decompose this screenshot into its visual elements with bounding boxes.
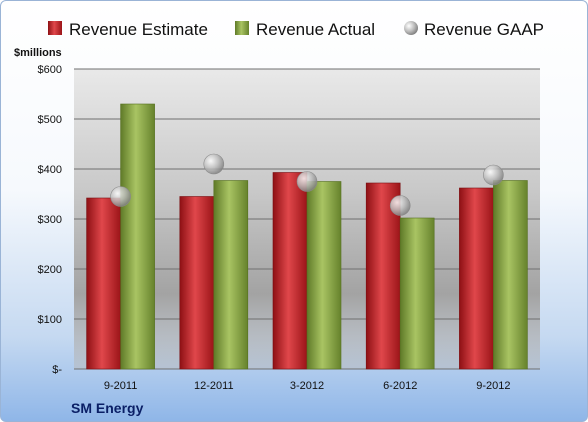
legend-label-estimate: Revenue Estimate [69,20,208,39]
bar-revenue-estimate [272,172,308,370]
bar-revenue-actual [306,181,342,370]
x-tick-label: 9-2011 [104,380,137,392]
legend-label-actual: Revenue Actual [256,20,375,39]
y-axis-ticks: $- $100 $200 $300 $400 $500 $600 [38,64,63,376]
legend-swatch-actual [235,21,249,35]
bar-revenue-actual [120,103,155,370]
marker-revenue-gaap [203,153,225,175]
x-tick-label: 9-2012 [476,380,510,392]
x-tick-label: 3-2012 [290,380,324,392]
bars-layer [86,103,528,370]
y-tick-label: $- [52,364,62,376]
legend-label-gaap: Revenue GAAP [424,20,544,39]
bar-revenue-actual [399,217,435,370]
legend-swatch-gaap [404,21,418,35]
legend: Revenue Estimate Revenue Actual Revenue … [48,20,544,39]
gaap-markers-layer [110,153,504,216]
y-tick-label: $200 [38,264,62,276]
company-name: SM Energy [71,400,144,416]
bar-revenue-estimate [179,196,215,370]
y-tick-label: $500 [38,114,62,126]
x-tick-label: 12-2011 [194,380,234,392]
y-unit-label: $millions [14,47,62,59]
x-axis-ticks: 9-2011 12-2011 3-2012 6-2012 9-2012 [104,380,511,392]
marker-revenue-gaap [110,186,131,207]
marker-revenue-gaap [296,171,318,192]
bar-revenue-estimate [86,197,121,370]
legend-swatch-estimate [48,21,62,35]
y-tick-label: $300 [38,214,62,226]
x-tick-label: 6-2012 [383,380,417,392]
y-tick-label: $600 [38,64,62,76]
y-tick-label: $400 [38,164,62,176]
y-tick-label: $100 [38,314,62,326]
marker-revenue-gaap [483,164,504,186]
marker-revenue-gaap [389,195,411,216]
bar-revenue-actual [213,180,249,370]
bar-revenue-estimate [459,187,494,370]
bar-revenue-actual [493,180,528,370]
